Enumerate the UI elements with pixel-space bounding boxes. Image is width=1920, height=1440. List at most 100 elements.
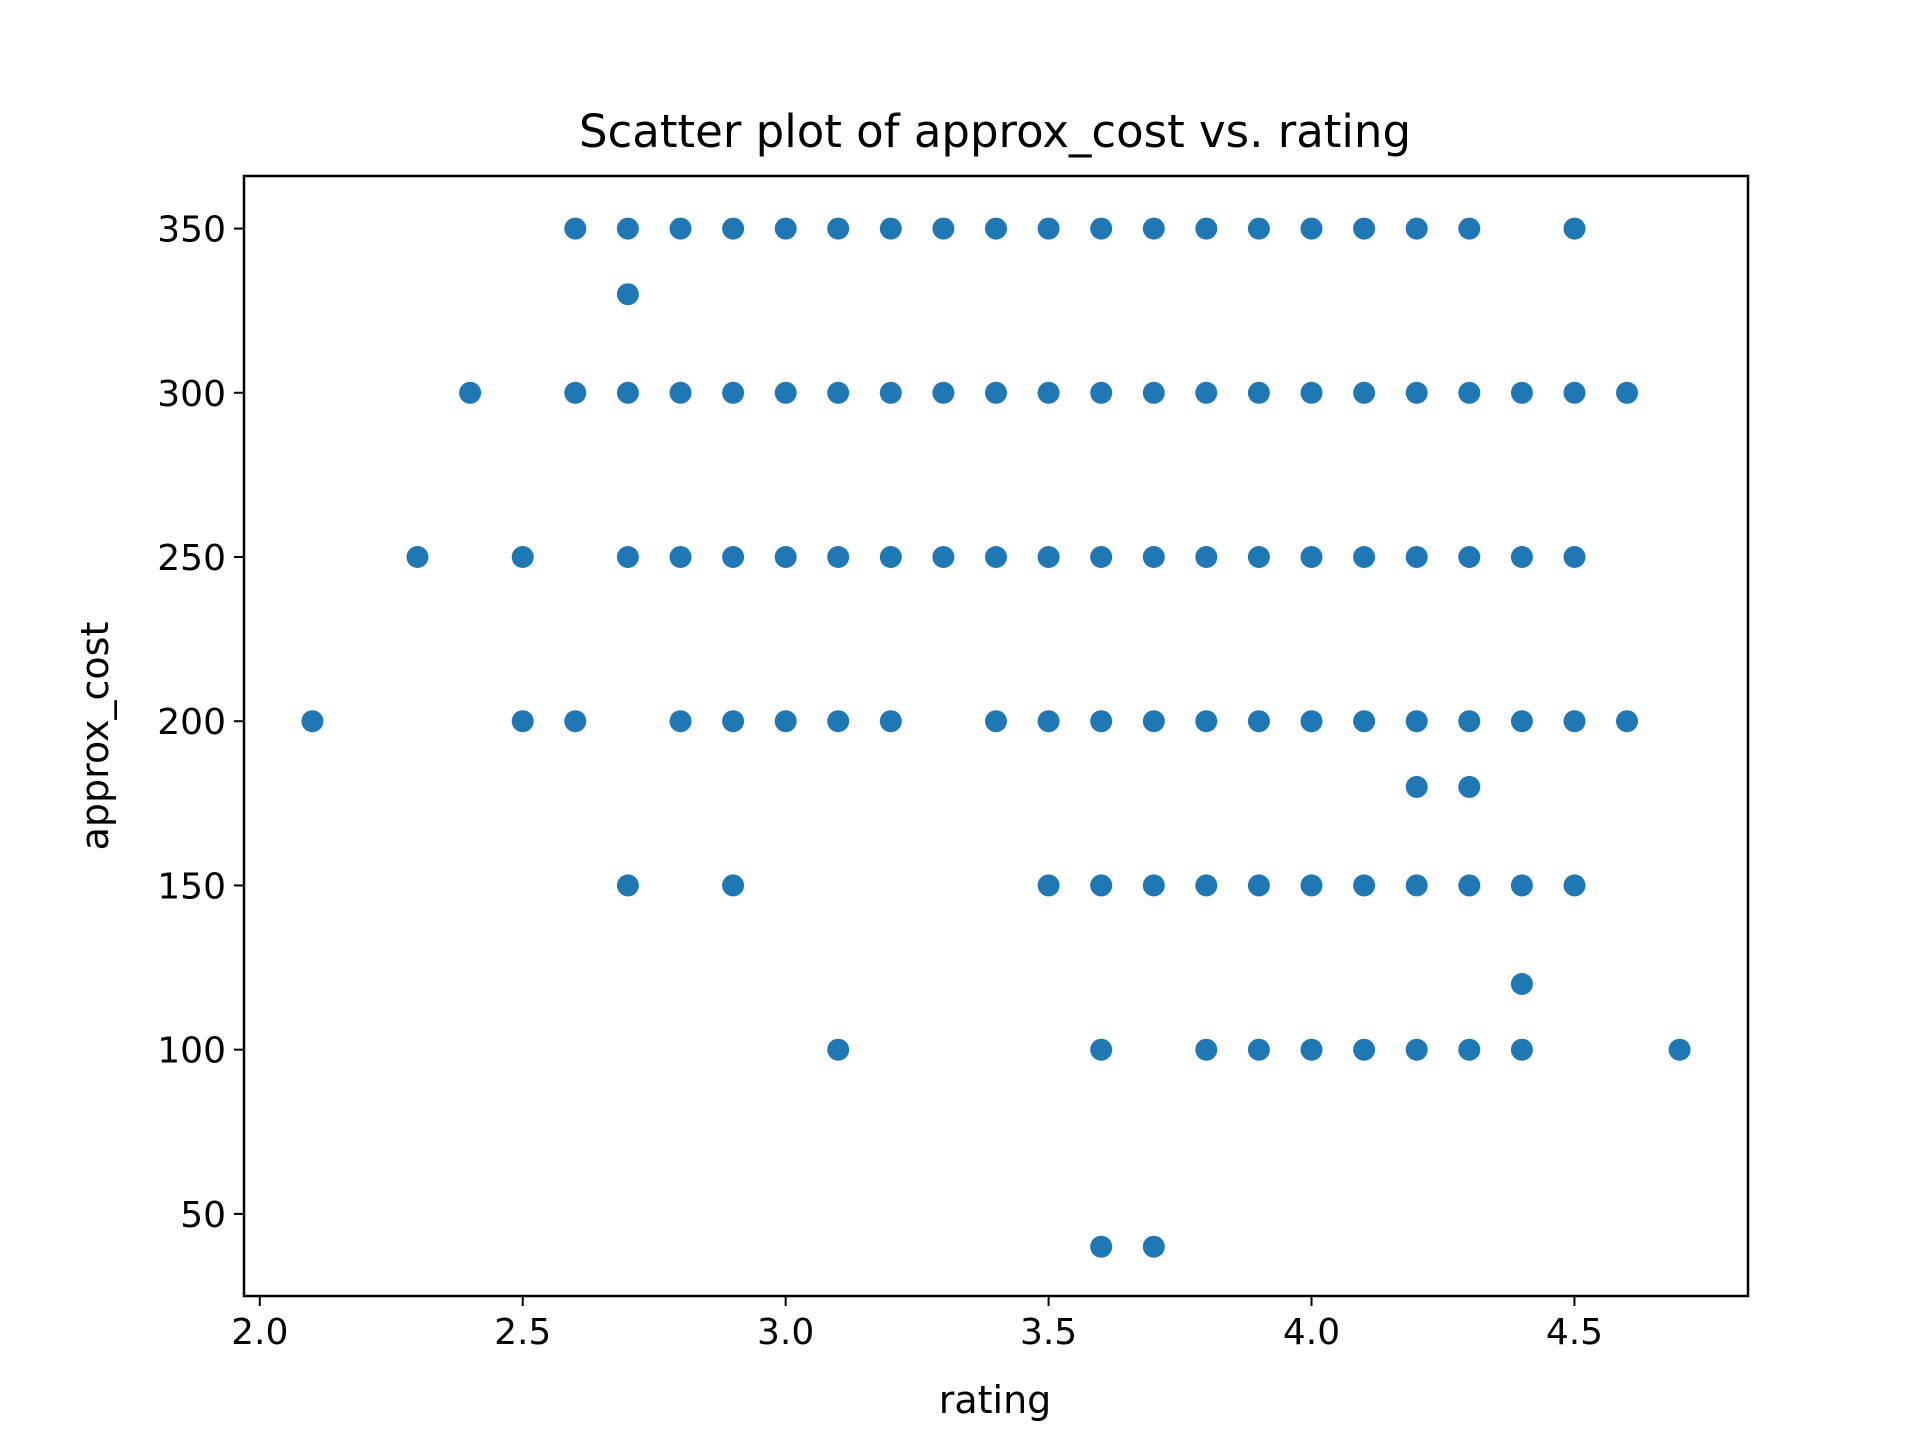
data-point: [1458, 546, 1481, 568]
data-point: [1563, 874, 1586, 897]
data-point: [827, 546, 850, 568]
data-point: [1247, 381, 1270, 404]
data-point: [879, 381, 902, 404]
data-point: [1300, 1038, 1323, 1061]
data-point: [1037, 710, 1060, 733]
data-point: [406, 546, 429, 568]
data-point: [1300, 710, 1323, 733]
data-point: [1247, 546, 1270, 568]
data-point: [985, 710, 1007, 733]
data-point: [722, 710, 745, 733]
data-point: [1510, 973, 1533, 995]
data-point: [722, 874, 745, 897]
x-tick-label: 3.0: [757, 1312, 814, 1353]
data-point: [1405, 710, 1428, 733]
data-point: [1405, 874, 1428, 897]
data-point: [1142, 381, 1165, 404]
data-point: [879, 217, 902, 240]
data-point: [1037, 874, 1060, 897]
data-point: [985, 217, 1007, 240]
data-point: [1090, 874, 1113, 897]
data-point: [1563, 217, 1586, 240]
data-point: [1353, 874, 1376, 897]
x-tick-label: 4.0: [1283, 1312, 1340, 1353]
data-point: [1510, 1038, 1533, 1061]
data-point: [1195, 217, 1218, 240]
data-point: [1195, 710, 1218, 733]
y-tick-label: 200: [157, 702, 226, 743]
data-point: [1510, 710, 1533, 733]
x-tick-label: 2.5: [494, 1312, 551, 1353]
plot-area-frame: [242, 174, 1750, 1298]
data-point: [827, 710, 850, 733]
data-point: [616, 546, 639, 568]
data-point: [564, 710, 587, 733]
data-point: [616, 874, 639, 897]
data-point: [932, 217, 955, 240]
y-tick-label: 150: [157, 866, 226, 907]
x-tick-label: 3.5: [1020, 1312, 1077, 1353]
data-point: [1405, 217, 1428, 240]
data-point: [1142, 710, 1165, 733]
data-point: [774, 381, 797, 404]
data-point: [1300, 874, 1323, 897]
data-point: [1405, 1038, 1428, 1061]
data-point: [1247, 710, 1270, 733]
data-point: [774, 217, 797, 240]
data-point: [879, 546, 902, 568]
data-point: [511, 546, 534, 568]
data-point: [1090, 1038, 1113, 1061]
data-point: [827, 217, 850, 240]
x-tick-label: 4.5: [1546, 1312, 1603, 1353]
y-tick-label: 50: [180, 1195, 226, 1236]
data-point: [1247, 874, 1270, 897]
data-point: [1195, 1038, 1218, 1061]
y-tick-label: 100: [157, 1031, 226, 1072]
data-point: [459, 381, 482, 404]
chart-title: Scatter plot of approx_cost vs. rating: [579, 105, 1411, 158]
data-point: [1037, 381, 1060, 404]
data-point: [722, 217, 745, 240]
data-point: [1195, 874, 1218, 897]
data-point: [1195, 546, 1218, 568]
data-point: [1458, 874, 1481, 897]
x-tick-label: 2.0: [231, 1312, 288, 1353]
data-point: [616, 283, 639, 306]
data-point: [1563, 381, 1586, 404]
data-point: [1142, 874, 1165, 897]
data-point: [1353, 546, 1376, 568]
data-point: [669, 546, 692, 568]
data-point: [1405, 546, 1428, 568]
data-point: [669, 381, 692, 404]
data-point: [879, 710, 902, 733]
data-point: [511, 710, 534, 733]
data-point: [1195, 381, 1218, 404]
data-point: [1247, 217, 1270, 240]
data-point: [1037, 546, 1060, 568]
data-point: [1458, 381, 1481, 404]
data-point: [1353, 710, 1376, 733]
data-point: [1353, 1038, 1376, 1061]
data-point: [669, 710, 692, 733]
data-point: [616, 381, 639, 404]
data-point: [669, 217, 692, 240]
data-point: [1458, 710, 1481, 733]
y-tick-label: 300: [157, 374, 226, 415]
data-point: [1090, 381, 1113, 404]
data-point: [564, 217, 587, 240]
data-point: [774, 710, 797, 733]
data-point: [1247, 1038, 1270, 1061]
y-tick-label: 350: [157, 210, 226, 251]
data-point: [1090, 1235, 1113, 1258]
data-point: [1563, 710, 1586, 733]
data-point: [1563, 546, 1586, 568]
data-point: [722, 546, 745, 568]
data-point: [1510, 381, 1533, 404]
data-point: [1037, 217, 1060, 240]
data-point: [1142, 217, 1165, 240]
data-point: [1405, 775, 1428, 798]
data-point: [616, 217, 639, 240]
data-point: [1458, 1038, 1481, 1061]
data-points: [301, 217, 1691, 1258]
